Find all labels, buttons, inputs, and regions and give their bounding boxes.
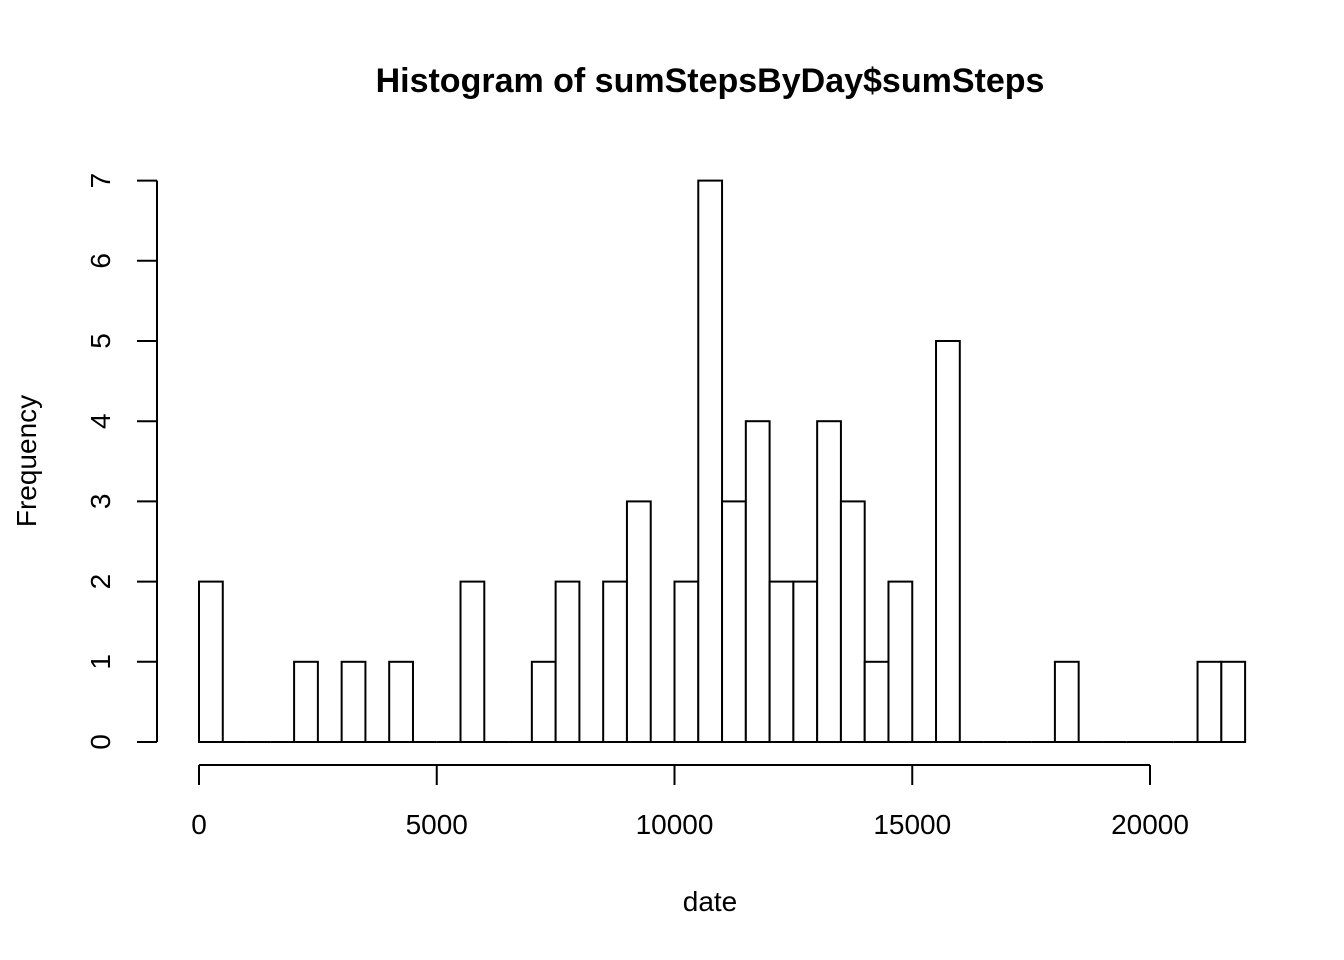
y-tick-label: 2 — [85, 574, 116, 590]
y-axis: 0 1 2 3 4 5 6 7 — [85, 173, 158, 750]
y-tick-label: 4 — [85, 413, 116, 429]
histogram-bar — [459, 580, 486, 743]
y-tick-label: 5 — [85, 333, 116, 349]
histogram-bar — [530, 660, 557, 743]
y-tick-label: 1 — [85, 654, 116, 670]
histogram-bar — [1196, 660, 1223, 743]
chart-title: Histogram of sumStepsByDay$sumSteps — [376, 62, 1045, 100]
histogram-bar — [935, 340, 961, 743]
histogram-bar — [625, 500, 652, 743]
histogram-bar — [768, 580, 795, 743]
histogram-bar — [816, 420, 842, 743]
histogram-bar — [697, 179, 724, 744]
y-tick-label: 3 — [85, 494, 116, 510]
histogram-bar — [293, 660, 319, 743]
y-tick-label: 7 — [85, 173, 116, 189]
histogram-bar — [602, 580, 628, 743]
histogram-bar — [673, 580, 700, 743]
histogram-bar — [744, 420, 771, 743]
y-tick-label: 0 — [85, 734, 116, 750]
histogram-bar — [1220, 660, 1247, 743]
x-axis-label: date — [683, 886, 738, 917]
histogram-bar — [388, 660, 414, 743]
histogram-bar — [198, 580, 224, 743]
histogram-bar — [1053, 660, 1080, 743]
x-tick-label: 10000 — [636, 809, 714, 840]
histogram-bar — [839, 500, 866, 743]
x-tick-label: 5000 — [406, 809, 468, 840]
histogram-bar — [792, 580, 819, 743]
bars-group — [198, 179, 1247, 744]
x-axis: 0 5000 10000 15000 20000 — [191, 764, 1189, 840]
histogram-bar — [340, 660, 367, 743]
x-tick-label: 0 — [191, 809, 207, 840]
y-axis-label: Frequency — [11, 395, 42, 527]
x-tick-label: 15000 — [873, 809, 951, 840]
histogram-bar — [863, 660, 890, 743]
x-tick-label: 20000 — [1111, 809, 1189, 840]
histogram-bar — [887, 580, 914, 743]
histogram-bar — [554, 580, 581, 743]
histogram-bar — [721, 500, 747, 743]
y-tick-label: 6 — [85, 253, 116, 269]
